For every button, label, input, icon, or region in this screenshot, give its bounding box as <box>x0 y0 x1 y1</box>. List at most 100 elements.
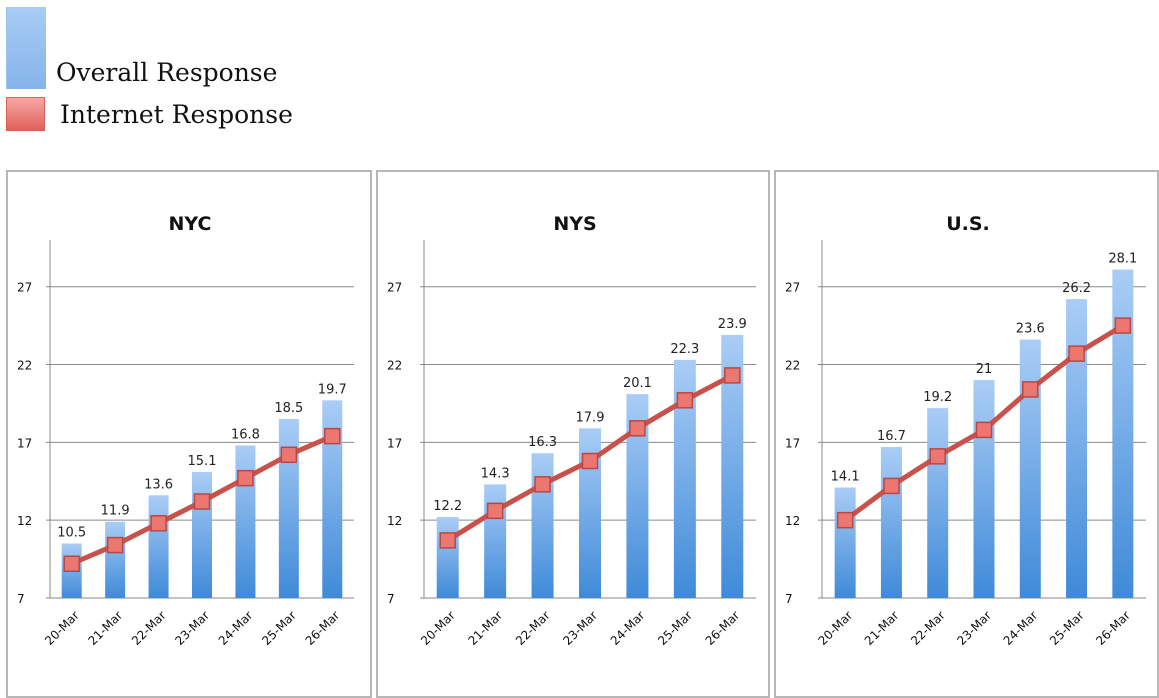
internet-response-point <box>193 493 211 510</box>
bar <box>1112 269 1134 598</box>
y-tick-label: 22 <box>785 359 800 373</box>
bar <box>880 447 902 598</box>
internet-response-point <box>629 420 646 437</box>
y-tick-label: 22 <box>387 359 402 373</box>
chart-title-nys: NYS <box>553 213 596 235</box>
bar-value-label: 12.2 <box>433 499 462 514</box>
x-tick-label: 23-Mar <box>560 608 600 648</box>
bar <box>1019 339 1041 598</box>
y-tick-label: 7 <box>17 592 25 606</box>
x-tick-label: 20-Mar <box>418 608 458 648</box>
x-tick-label: 26-Mar <box>303 608 343 648</box>
internet-response-point <box>534 476 551 493</box>
bar-value-label: 14.3 <box>481 466 510 481</box>
y-tick-label: 7 <box>785 592 793 606</box>
x-tick-label: 22-Mar <box>513 608 553 648</box>
x-tick-label: 26-Mar <box>703 608 743 648</box>
internet-response-point <box>486 502 504 520</box>
legend-label-internet: Internet Response <box>60 100 293 129</box>
bar <box>192 471 212 598</box>
bar-value-label: 16.3 <box>528 435 557 450</box>
x-tick-label: 21-Mar <box>465 608 505 648</box>
bar <box>721 334 744 598</box>
bar-value-label: 15.1 <box>188 454 217 469</box>
internet-response-point <box>581 452 599 470</box>
chart-panel-nys: NYS 7 12 17 22 27 12.2 14.3 16.3 17.9 20.1 22.3 23.9… <box>376 170 770 698</box>
x-tick-label: 23-Mar <box>172 608 212 648</box>
x-tick-label: 25-Mar <box>1047 608 1087 648</box>
bar <box>322 400 343 598</box>
bar-value-label: 21 <box>976 362 993 377</box>
y-tick-label: 12 <box>387 514 402 528</box>
legend-swatch-internet <box>6 97 45 131</box>
x-tick-label: 20-Mar <box>42 608 82 648</box>
x-tick-label: 21-Mar <box>862 608 902 648</box>
bar-value-label: 16.7 <box>877 429 906 444</box>
x-tick-label: 21-Mar <box>85 608 125 648</box>
x-tick-label: 23-Mar <box>954 608 994 648</box>
chart-legend: Overall Response Internet Response <box>0 0 420 140</box>
internet-response-point <box>676 392 694 409</box>
internet-response-point <box>237 469 254 487</box>
chart-svg-us: U.S. 7 12 17 22 27 14.1 16.7 19.2 21 23.6 26.2 28.1 2… <box>785 213 1146 648</box>
chart-panel-us: U.S. 7 12 17 22 27 14.1 16.7 19.2 21 23.6 26.2 28.1 2… <box>774 170 1159 698</box>
x-tick-label: 25-Mar <box>259 608 299 648</box>
x-tick-label: 24-Mar <box>1001 608 1041 648</box>
bar <box>148 495 169 598</box>
bar-value-label: 26.2 <box>1062 281 1091 296</box>
y-tick-label: 12 <box>785 514 800 528</box>
x-tick-label: 26-Mar <box>1093 608 1133 648</box>
internet-response-point <box>63 555 80 573</box>
bar <box>278 419 299 598</box>
legend-item-overall: Overall Response <box>0 4 277 92</box>
y-tick-label: 17 <box>785 436 800 450</box>
bar <box>531 453 554 598</box>
x-tick-label: 22-Mar <box>129 608 169 648</box>
internet-response-point <box>1022 381 1039 398</box>
bar-value-label: 10.5 <box>57 526 86 541</box>
bar <box>436 517 459 598</box>
internet-response-point <box>724 367 741 384</box>
y-tick-label: 17 <box>387 436 402 450</box>
bar-value-label: 28.1 <box>1108 252 1137 267</box>
bar <box>626 394 649 598</box>
bar <box>973 380 995 598</box>
bar-value-label: 13.6 <box>144 477 173 492</box>
y-tick-label: 7 <box>387 592 395 606</box>
internet-response-point <box>975 421 993 439</box>
x-tick-label: 24-Mar <box>216 608 256 648</box>
y-tick-label: 27 <box>387 281 402 295</box>
internet-response-point <box>1114 317 1132 334</box>
bar <box>235 445 256 598</box>
bar <box>834 487 856 598</box>
bar-value-label: 18.5 <box>274 401 303 416</box>
x-tick-label: 22-Mar <box>908 608 948 648</box>
internet-response-point <box>883 477 900 495</box>
bar-value-label: 22.3 <box>670 342 699 357</box>
chart-svg-nyc: NYC 7 12 17 22 27 10.5 11.9 13.6 15.1 16.8 18.5 19.7… <box>17 213 354 648</box>
legend-label-overall: Overall Response <box>56 58 278 87</box>
bar <box>927 408 949 598</box>
bar <box>484 484 507 598</box>
internet-response-point <box>150 515 167 532</box>
internet-response-point <box>439 532 456 549</box>
bar-value-label: 20.1 <box>623 376 652 391</box>
x-tick-label: 20-Mar <box>815 608 855 648</box>
y-tick-label: 22 <box>17 359 32 373</box>
internet-response-point <box>324 427 341 445</box>
y-tick-label: 27 <box>785 281 800 295</box>
bar-value-label: 19.2 <box>923 390 952 405</box>
bar-value-label: 16.8 <box>231 427 260 442</box>
internet-response-point <box>836 511 854 529</box>
chart-panel-nyc: NYC 7 12 17 22 27 10.5 11.9 13.6 15.1 16.8 18.5 19.7… <box>6 170 372 698</box>
x-tick-label: 25-Mar <box>655 608 695 648</box>
chart-title-us: U.S. <box>946 213 990 235</box>
bar-value-label: 17.9 <box>576 410 605 425</box>
bar-value-label: 19.7 <box>318 382 347 397</box>
bar <box>673 359 696 598</box>
internet-response-point <box>929 448 946 465</box>
chart-svg-nys: NYS 7 12 17 22 27 12.2 14.3 16.3 17.9 20.1 22.3 23.9… <box>387 213 756 648</box>
bar <box>105 521 126 598</box>
bar-value-label: 23.6 <box>1016 322 1045 337</box>
bar-value-label: 23.9 <box>718 317 747 332</box>
